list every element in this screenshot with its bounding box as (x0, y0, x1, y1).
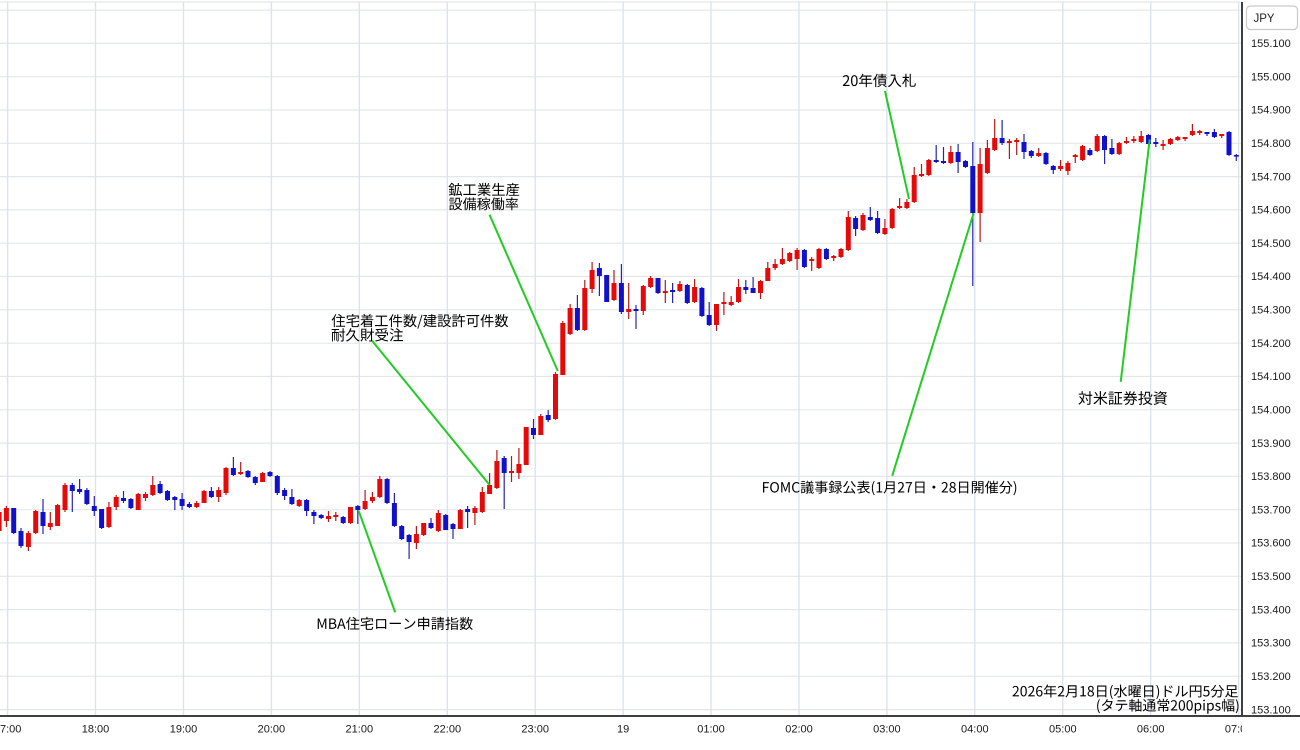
svg-text:153.200: 153.200 (1251, 671, 1291, 683)
svg-text:21:00: 21:00 (346, 724, 374, 736)
svg-text:154.500: 154.500 (1251, 238, 1291, 250)
svg-text:05:00: 05:00 (1049, 724, 1077, 736)
svg-text:04:00: 04:00 (961, 724, 989, 736)
svg-text:02:00: 02:00 (785, 724, 813, 736)
svg-text:153.800: 153.800 (1251, 471, 1291, 483)
svg-text:154.200: 154.200 (1251, 338, 1291, 350)
svg-text:153.400: 153.400 (1251, 604, 1291, 616)
svg-text:154.000: 154.000 (1251, 405, 1291, 417)
svg-text:19: 19 (617, 724, 629, 736)
svg-text:154.100: 154.100 (1251, 371, 1291, 383)
svg-text:03:00: 03:00 (873, 724, 901, 736)
svg-text:19:00: 19:00 (170, 724, 198, 736)
svg-text:154.800: 154.800 (1251, 138, 1291, 150)
svg-text:154.300: 154.300 (1251, 305, 1291, 317)
svg-text:153.300: 153.300 (1251, 638, 1291, 650)
svg-text:154.900: 154.900 (1251, 105, 1291, 117)
svg-text:153.100: 153.100 (1251, 704, 1291, 716)
svg-text:154.600: 154.600 (1251, 205, 1291, 217)
svg-text:23:00: 23:00 (521, 724, 549, 736)
svg-text:153.600: 153.600 (1251, 538, 1291, 550)
svg-text:155.100: 155.100 (1251, 38, 1291, 50)
svg-text:22:00: 22:00 (434, 724, 462, 736)
svg-text:153.500: 153.500 (1251, 571, 1291, 583)
svg-text:153.900: 153.900 (1251, 438, 1291, 450)
svg-text:JPY: JPY (1253, 13, 1274, 25)
svg-text:155.000: 155.000 (1251, 71, 1291, 83)
svg-text:17:00: 17:00 (0, 724, 21, 736)
svg-text:154.400: 154.400 (1251, 271, 1291, 283)
svg-text:153.700: 153.700 (1251, 504, 1291, 516)
svg-text:06:00: 06:00 (1137, 724, 1165, 736)
svg-text:07:00: 07:00 (1225, 724, 1253, 736)
svg-text:154.700: 154.700 (1251, 171, 1291, 183)
svg-text:18:00: 18:00 (82, 724, 110, 736)
svg-text:20:00: 20:00 (258, 724, 286, 736)
svg-text:01:00: 01:00 (697, 724, 725, 736)
